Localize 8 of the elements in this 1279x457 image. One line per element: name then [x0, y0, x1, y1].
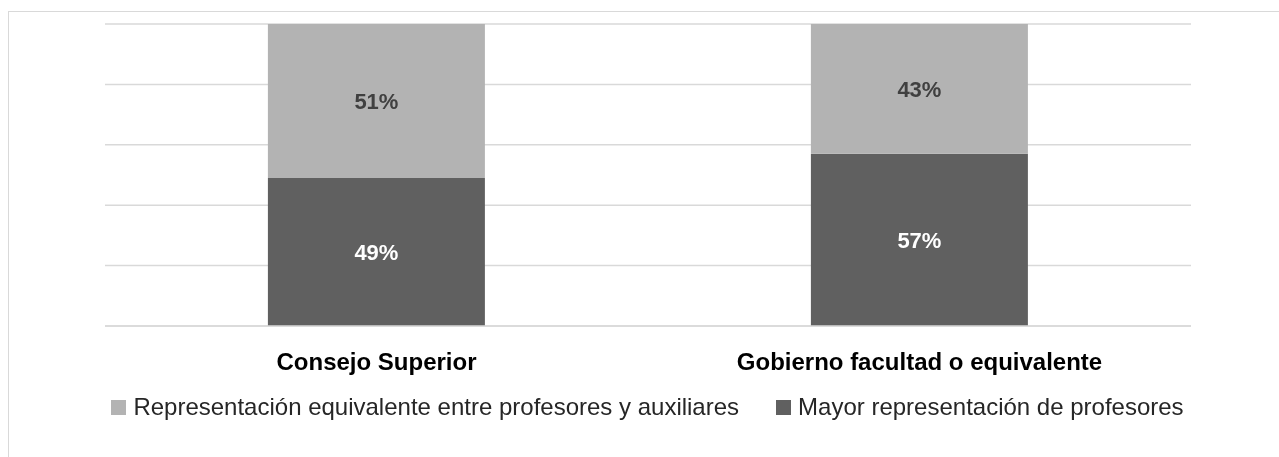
data-label: 49%: [354, 239, 399, 265]
legend-label: Mayor representación de profesores: [798, 393, 1184, 421]
x-tick-label: Gobierno facultad o equivalente: [736, 348, 1103, 375]
data-label: 57%: [897, 227, 942, 253]
data-label: 51%: [354, 88, 399, 114]
data-label: 43%: [897, 76, 942, 102]
legend-label: Representación equivalente entre profesores y auxiliares: [133, 393, 740, 421]
x-tick-label: Consejo Superior: [276, 348, 477, 375]
